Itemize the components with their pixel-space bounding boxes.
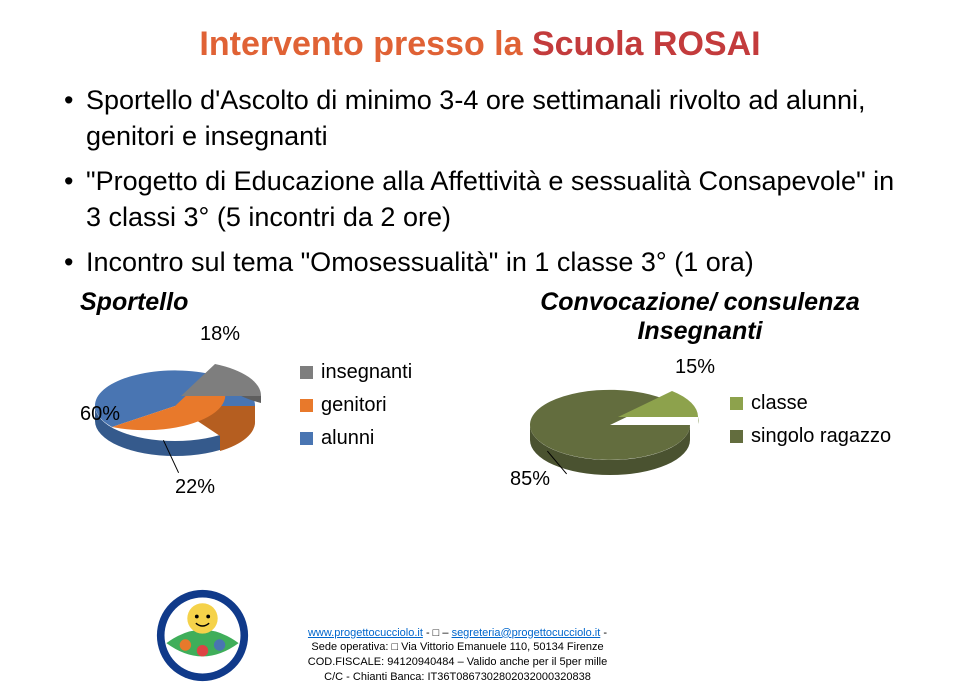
legend-swatch — [300, 432, 313, 445]
title-part-1: Intervento presso la — [199, 25, 532, 63]
page-title: Intervento presso la Scuola ROSAI — [50, 25, 910, 64]
chart-convocazione: Convocazione/ consulenza Insegnanti clas… — [500, 288, 900, 501]
legend-label: alunni — [321, 427, 374, 450]
pie-wrap: classe singolo ragazzo 15% 85% — [500, 350, 900, 500]
pie-wrap: insegnanti genitori alunni 18% 22% 60% — [60, 321, 490, 501]
pct-label-singolo: 85% — [510, 468, 550, 491]
footer-line-4: C/C - Chianti Banca: IT36T08673028020320… — [195, 670, 720, 685]
pct-label-alunni: 60% — [80, 403, 120, 426]
legend-label: classe — [751, 392, 808, 415]
charts-row: Sportello — [50, 288, 910, 501]
chart-sportello: Sportello — [60, 288, 490, 501]
legend: insegnanti genitori alunni — [300, 361, 412, 460]
page: Intervento presso la Scuola ROSAI Sporte… — [0, 0, 960, 695]
footer-email[interactable]: segreteria@progettocucciolo.it — [452, 627, 601, 639]
legend-label: insegnanti — [321, 361, 412, 384]
title-part-2: Scuola ROSAI — [532, 25, 761, 63]
footer-line-2: Sede operativa: □ Via Vittorio Emanuele … — [195, 640, 720, 655]
legend-item: alunni — [300, 427, 412, 450]
chart-title: Convocazione/ consulenza Insegnanti — [500, 288, 900, 346]
legend-swatch — [300, 399, 313, 412]
legend-item: classe — [730, 392, 891, 415]
footer: www.progettocucciolo.it - □ – segreteria… — [0, 626, 960, 685]
pct-label-insegnanti: 18% — [200, 323, 240, 346]
bullet-item: Sportello d'Ascolto di minimo 3-4 ore se… — [60, 82, 900, 155]
legend-label: genitori — [321, 394, 387, 417]
footer-url[interactable]: www.progettocucciolo.it — [308, 627, 423, 639]
pct-label-classe: 15% — [675, 356, 715, 379]
bullet-item: "Progetto di Educazione alla Affettività… — [60, 163, 900, 236]
chart-title-text: Convocazione/ consulenza Insegnanti — [540, 288, 860, 345]
legend-label: singolo ragazzo — [751, 425, 891, 448]
legend: classe singolo ragazzo — [730, 392, 891, 458]
legend-item: genitori — [300, 394, 412, 417]
legend-swatch — [730, 397, 743, 410]
footer-line-3: COD.FISCALE: 94120940484 – Valido anche … — [195, 655, 720, 670]
legend-item: insegnanti — [300, 361, 412, 384]
footer-sep: - □ – — [423, 627, 452, 639]
chart-title: Sportello — [60, 288, 490, 317]
bullet-list: Sportello d'Ascolto di minimo 3-4 ore se… — [50, 82, 910, 280]
pct-label-genitori: 22% — [175, 476, 215, 499]
footer-text: www.progettocucciolo.it - □ – segreteria… — [195, 626, 720, 685]
footer-sep: - — [600, 627, 607, 639]
legend-swatch — [730, 430, 743, 443]
legend-swatch — [300, 366, 313, 379]
legend-item: singolo ragazzo — [730, 425, 891, 448]
bullet-item: Incontro sul tema "Omosessualità" in 1 c… — [60, 244, 900, 280]
footer-line-1: www.progettocucciolo.it - □ – segreteria… — [195, 626, 720, 641]
